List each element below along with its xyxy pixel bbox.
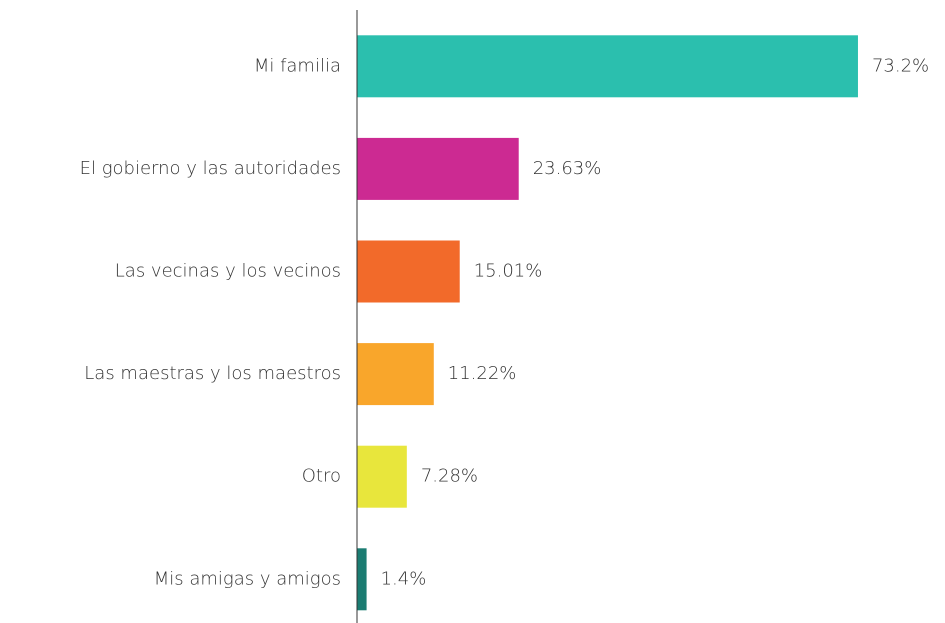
value-label: 7.28% [421, 466, 478, 487]
category-label: Las vecinas y los vecinos [115, 261, 341, 282]
value-label: 11.22% [448, 363, 517, 384]
category-label: Las maestras y los maestros [84, 363, 341, 384]
bar [357, 35, 858, 98]
bar [357, 445, 407, 508]
bar [357, 240, 460, 303]
value-label: 73.2% [872, 55, 929, 76]
bar [357, 137, 519, 200]
bar [357, 548, 367, 611]
value-label: 15.01% [474, 261, 543, 282]
category-label: Otro [302, 466, 341, 487]
category-label: Mis amigas y amigos [154, 568, 341, 589]
category-label: El gobierno y las autoridades [80, 158, 341, 179]
bar [357, 343, 434, 406]
value-label: 23.63% [533, 158, 602, 179]
value-label: 1.4% [381, 568, 427, 589]
category-label: Mi familia [254, 55, 341, 76]
